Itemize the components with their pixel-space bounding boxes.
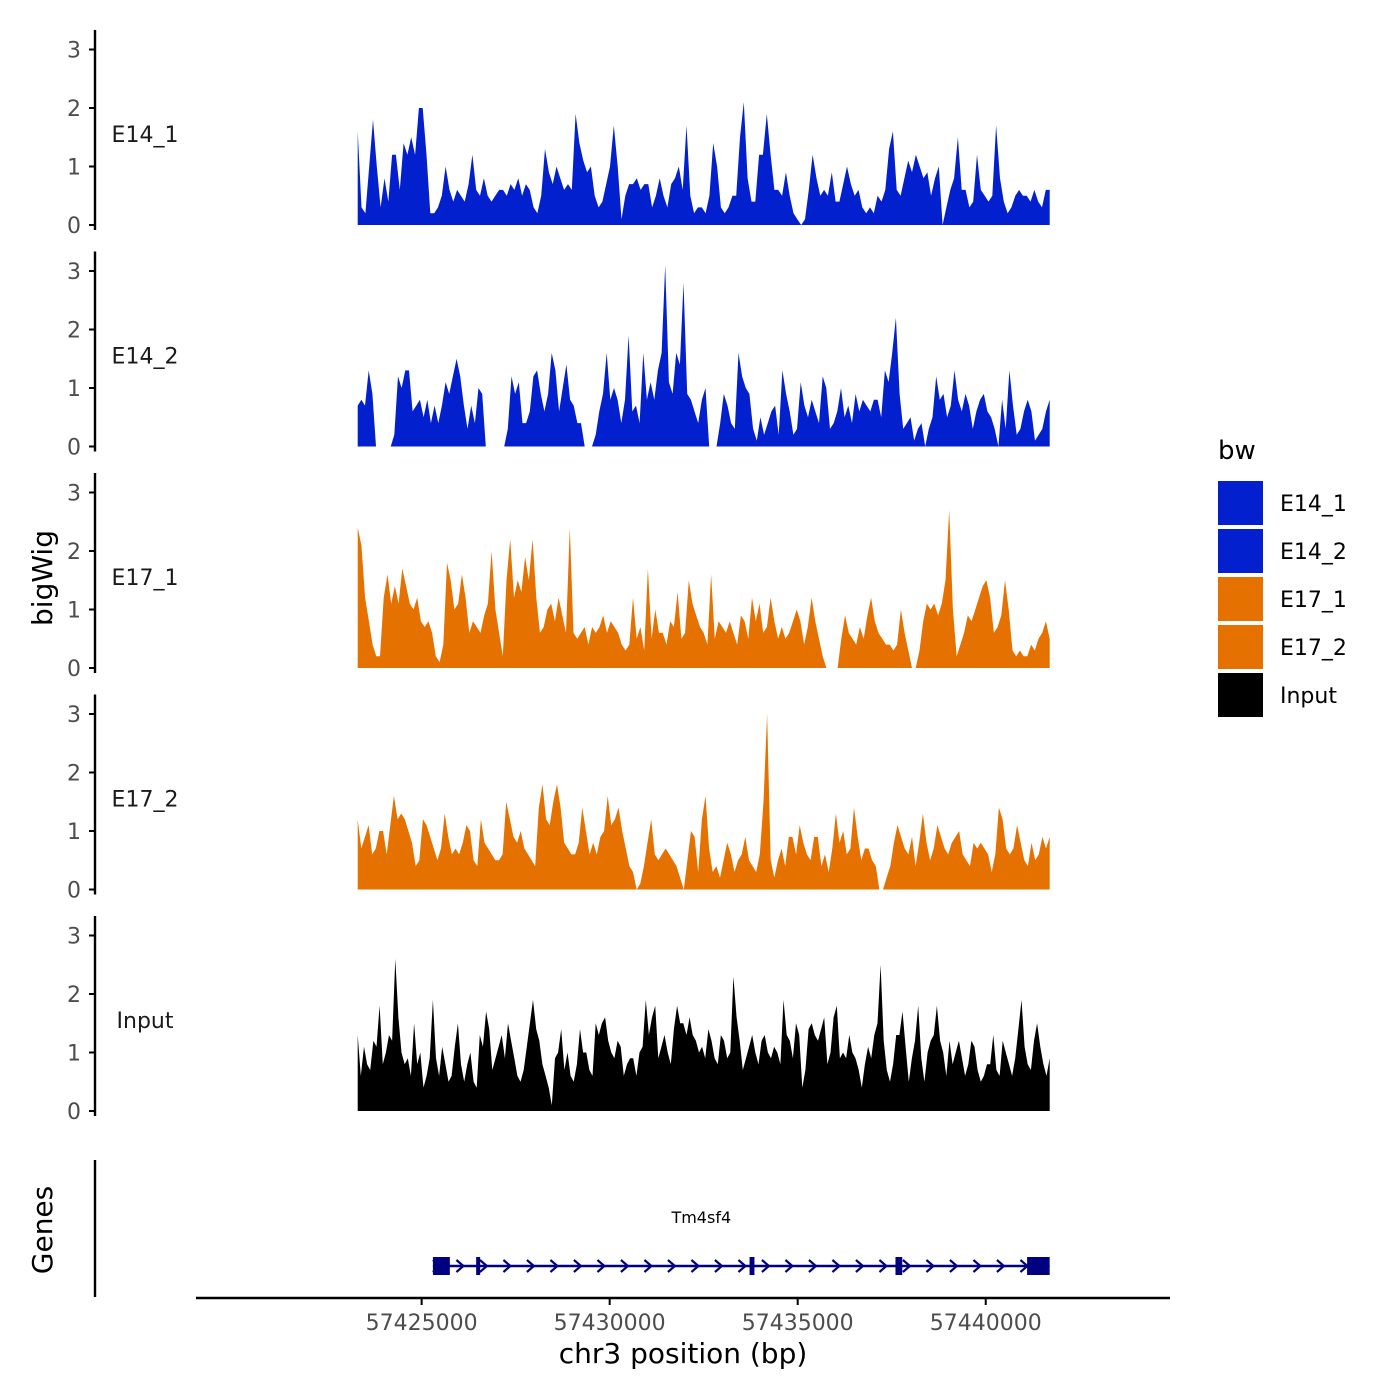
strand-arrow-icon xyxy=(972,1259,983,1273)
strand-arrow-icon xyxy=(761,1259,771,1273)
x-tick-label: 57435000 xyxy=(742,1311,854,1336)
y-tick-label: 1 xyxy=(67,156,81,181)
y-tick-label: 2 xyxy=(67,97,81,122)
strand-arrow-icon xyxy=(855,1259,865,1273)
strand-arrow-icon xyxy=(949,1259,959,1273)
gene-exon xyxy=(432,1257,450,1275)
track-label-e14-1: E14_1 xyxy=(112,123,179,148)
strand-arrow-icon xyxy=(784,1259,795,1273)
strand-arrow-icon xyxy=(808,1259,818,1273)
strand-arrow-icon xyxy=(549,1259,560,1273)
strand-arrow-icon xyxy=(737,1259,748,1273)
strand-arrow-icon xyxy=(596,1259,607,1273)
y-tick-label: 0 xyxy=(67,436,81,461)
strand-arrow-icon xyxy=(902,1259,912,1273)
legend-swatch-e14-1 xyxy=(1218,481,1263,525)
y-tick-label: 3 xyxy=(67,703,81,728)
signal-area-input xyxy=(357,958,1050,1111)
gene-tm4sf4: Tm4sf4 xyxy=(432,1208,1050,1275)
legend: bw E14_1 E14_2 E17_1 E17_2 Input xyxy=(1218,436,1347,717)
y-tick-label: 1 xyxy=(67,377,81,402)
strand-arrow-icon xyxy=(690,1259,701,1273)
y-tick-label: 2 xyxy=(67,319,81,344)
gene-exon xyxy=(1027,1257,1050,1275)
x-tick-label: 57425000 xyxy=(366,1311,478,1336)
y-tick-label: 0 xyxy=(67,657,81,682)
y-tick-label: 3 xyxy=(67,925,81,950)
gene-exon xyxy=(895,1257,903,1275)
y-tick-label: 2 xyxy=(67,762,81,787)
y-tick-label: 1 xyxy=(67,599,81,624)
y-tick-label: 3 xyxy=(67,260,81,285)
signal-area-e17-2 xyxy=(357,714,1050,890)
strand-arrow-icon xyxy=(455,1259,466,1273)
strand-arrow-icon xyxy=(643,1259,654,1273)
track-input: 0 1 2 3 Input xyxy=(67,916,1050,1125)
track-label-input: Input xyxy=(117,1009,174,1034)
y-tick-label: 3 xyxy=(67,482,81,507)
signal-area-e14-2 xyxy=(357,265,1050,447)
x-axis-title: chr3 position (bp) xyxy=(559,1337,808,1370)
legend-label-e17-2: E17_2 xyxy=(1280,636,1347,661)
track-e14-1: 0 1 2 3 E14_1 xyxy=(67,30,1050,239)
legend-label-input: Input xyxy=(1280,684,1337,709)
gene-exon xyxy=(749,1257,755,1275)
track-label-e17-1: E17_1 xyxy=(112,566,179,591)
legend-swatch-e17-2 xyxy=(1218,625,1263,669)
gene-exon xyxy=(476,1257,481,1275)
y-tick-label: 0 xyxy=(67,214,81,239)
legend-label-e14-2: E14_2 xyxy=(1280,540,1347,565)
strand-arrow-icon xyxy=(831,1259,842,1273)
strand-arrow-icon xyxy=(996,1259,1006,1273)
gene-name-label: Tm4sf4 xyxy=(670,1208,731,1227)
legend-label-e17-1: E17_1 xyxy=(1280,588,1347,613)
y-tick-label: 3 xyxy=(67,39,81,64)
track-label-e14-2: E14_2 xyxy=(112,345,179,370)
track-e14-2: 0 1 2 3 E14_2 xyxy=(67,251,1050,461)
legend-swatch-e14-2 xyxy=(1218,529,1263,573)
strand-arrow-icon xyxy=(502,1259,513,1273)
x-tick-label: 57430000 xyxy=(554,1311,666,1336)
strand-arrow-icon xyxy=(526,1259,536,1273)
strand-arrow-icon xyxy=(620,1259,630,1273)
legend-label-e14-1: E14_1 xyxy=(1280,492,1347,517)
y-tick-label: 0 xyxy=(67,1100,81,1125)
strand-arrow-icon xyxy=(573,1259,583,1273)
x-tick-label: 57440000 xyxy=(930,1311,1042,1336)
track-e17-1: 0 1 2 3 E17_1 xyxy=(67,473,1050,682)
signal-area-e17-1 xyxy=(357,510,1050,668)
legend-title: bw xyxy=(1218,436,1256,466)
y-tick-label: 2 xyxy=(67,983,81,1008)
y-tick-label: 1 xyxy=(67,820,81,845)
signal-tracks: 0 1 2 3 E14_1 0 1 2 3 E14_2 0 1 2 3 E17_1 0 1 2 3 E17_2 0 1 2 3… xyxy=(67,30,1050,1125)
gene-track: Tm4sf4 xyxy=(93,1160,1050,1297)
y-tick-label: 2 xyxy=(67,540,81,565)
strand-arrow-icon xyxy=(878,1259,889,1273)
legend-swatch-input xyxy=(1218,673,1263,717)
y-tick-label: 1 xyxy=(67,1042,81,1067)
strand-arrow-icon xyxy=(714,1259,724,1273)
genes-track-title: Genes xyxy=(26,1186,59,1274)
track-e17-2: 0 1 2 3 E17_2 xyxy=(67,694,1050,904)
strand-arrow-icon xyxy=(479,1259,489,1273)
y-tick-label: 0 xyxy=(67,879,81,904)
legend-swatch-e17-1 xyxy=(1218,577,1263,621)
x-axis: 57425000 57430000 57435000 57440000 xyxy=(196,1296,1170,1336)
signal-area-e14-1 xyxy=(357,102,1050,225)
strand-arrow-icon xyxy=(925,1259,936,1273)
strand-arrow-icon xyxy=(667,1259,677,1273)
track-label-e17-2: E17_2 xyxy=(112,788,179,813)
y-axis-title: bigWig xyxy=(26,530,59,626)
